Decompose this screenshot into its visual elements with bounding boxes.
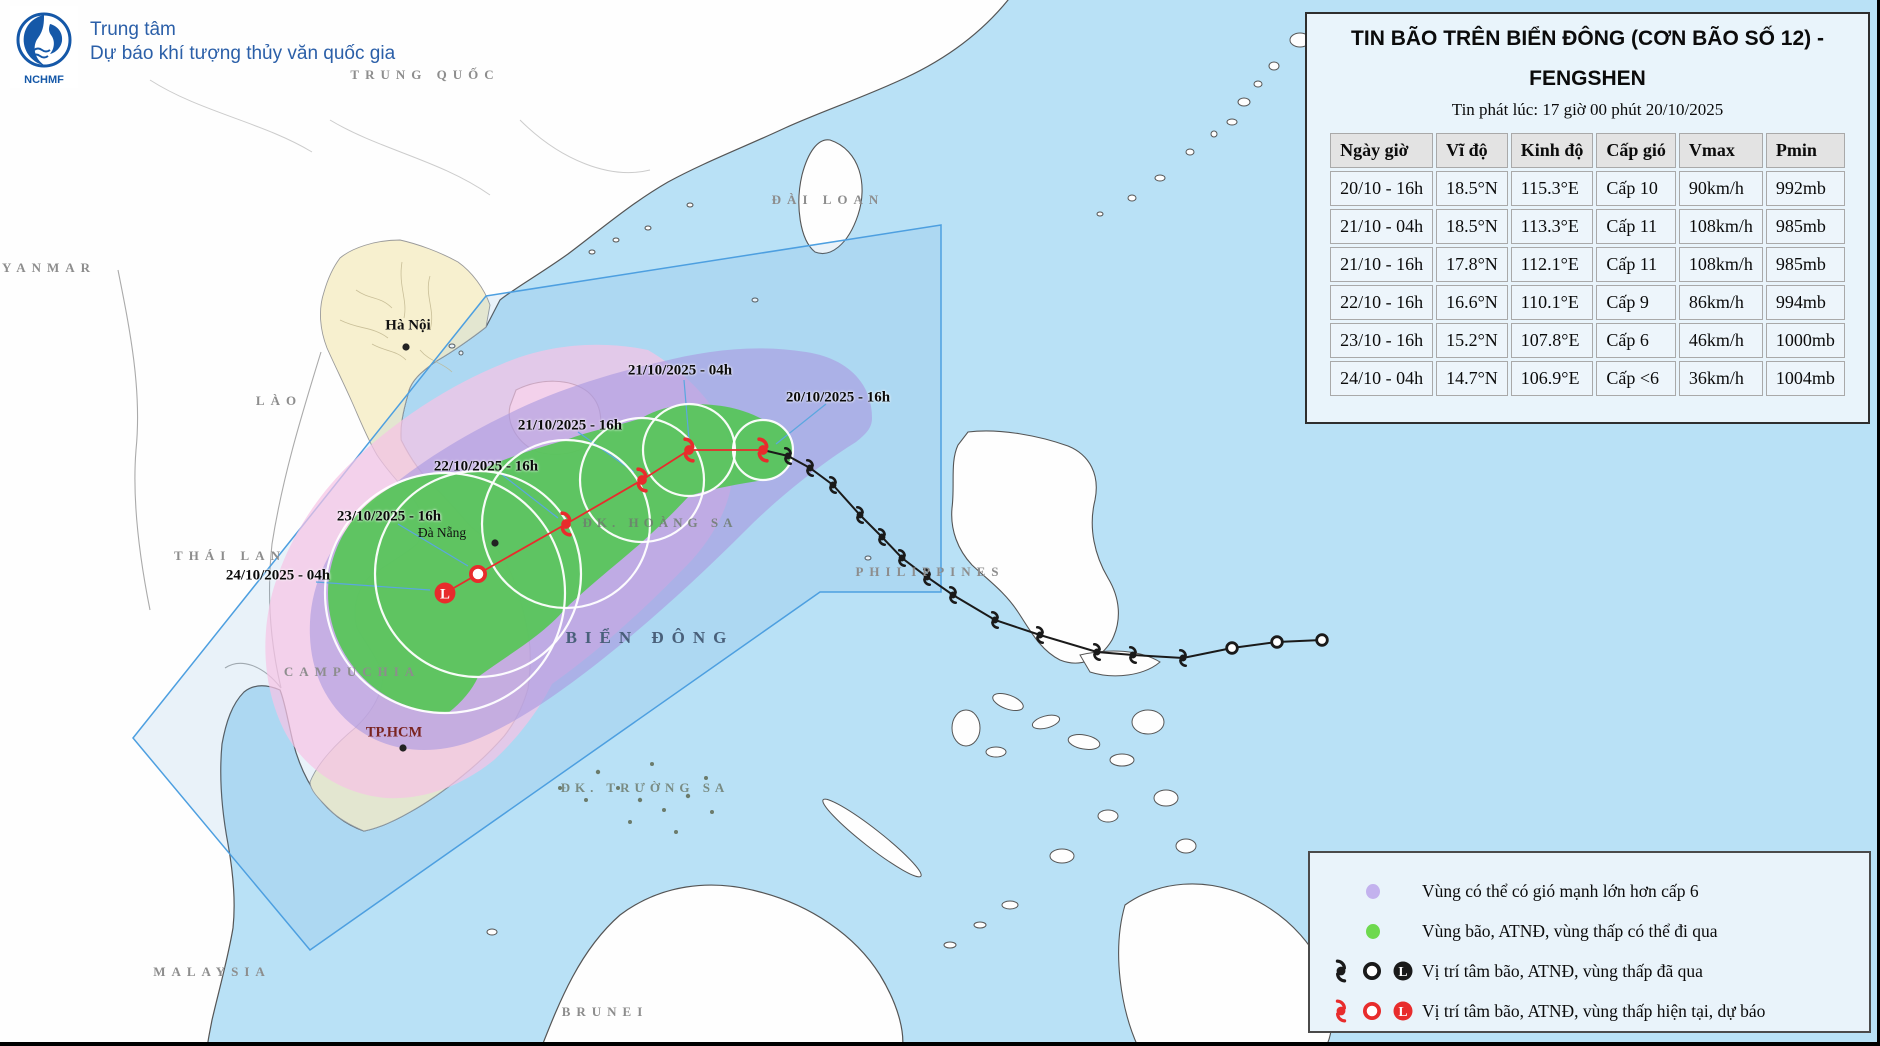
uncertainty-circle [480, 438, 652, 610]
nchmf-logo-text: NCHMF [24, 74, 64, 86]
table-cell: 36km/h [1678, 361, 1763, 396]
table-cell: 24/10 - 04h [1330, 361, 1434, 396]
storm-data-table: Ngày giờ Vĩ độ Kinh độ Cấp gió Vmax Pmin 20/1… [1327, 130, 1848, 399]
table-cell: 107.8°E [1510, 323, 1594, 358]
agency-name-line1: Trung tâm [90, 19, 176, 40]
frame-border-right [1877, 0, 1880, 1046]
table-cell: 110.1°E [1510, 285, 1594, 320]
table-cell: 1004mb [1765, 361, 1845, 396]
table-cell: Cấp <6 [1596, 361, 1676, 396]
legend-item: Vị trí tâm bão, ATNĐ, vùng thấp đã qua [1310, 951, 1869, 991]
table-row: 22/10 - 16h 16.6°N 110.1°E Cấp 9 86km/h 994mb [1330, 285, 1845, 320]
table-cell: 994mb [1765, 285, 1845, 320]
table-cell: Cấp 10 [1596, 171, 1676, 206]
frame-border-bottom [0, 1042, 1880, 1046]
table-cell: 15.2°N [1436, 323, 1508, 358]
typhoon-symbol [948, 586, 958, 604]
table-cell: 90km/h [1678, 171, 1763, 206]
table-cell: 112.1°E [1510, 247, 1594, 282]
label-leader-lines [315, 379, 827, 591]
nchmf-logo-icon [16, 12, 72, 68]
table-cell: 985mb [1765, 209, 1845, 244]
depression-symbol [1315, 633, 1329, 647]
city-dot [399, 744, 407, 752]
table-row: 20/10 - 16h 18.5°N 115.3°E Cấp 10 90km/h 992m… [1330, 171, 1845, 206]
table-cell: 22/10 - 16h [1330, 285, 1434, 320]
bulletin-issued-time: Tin phát lúc: 17 giờ 00 phút 20/10/2025 [1451, 100, 1724, 119]
table-cell: 985mb [1765, 247, 1845, 282]
table-cell: 106.9°E [1510, 361, 1594, 396]
storm-table-body: 20/10 - 16h 18.5°N 115.3°E Cấp 10 90km/h 992m… [1330, 171, 1845, 396]
legend-item: Vùng có thể có gió mạnh lớn hơn cấp 6 [1310, 871, 1869, 911]
table-cell: 113.3°E [1510, 209, 1594, 244]
table-cell: 20/10 - 16h [1330, 171, 1434, 206]
table-cell: Cấp 11 [1596, 209, 1676, 244]
legend-label: Vùng bão, ATNĐ, vùng thấp có thể đi qua [1422, 920, 1718, 941]
table-cell: 108km/h [1678, 209, 1763, 244]
storm-table-head: Ngày giờ Vĩ độ Kinh độ Cấp gió Vmax Pmin [1330, 133, 1845, 168]
depression-symbol [1225, 641, 1239, 655]
agency-name-line2: Dự báo khí tượng thủy văn quốc gia [90, 43, 396, 64]
agency-name: Trung tâm Dự báo khí tượng thủy văn quốc… [90, 18, 395, 88]
table-cell: 46km/h [1678, 323, 1763, 358]
table-header-cell: Ngày giờ [1330, 133, 1434, 168]
table-header-cell: Vmax [1678, 133, 1763, 168]
table-row: 24/10 - 04h 14.7°N 106.9°E Cấp <6 36km/h 1004… [1330, 361, 1845, 396]
typhoon-symbol [990, 611, 1000, 629]
table-header-cell: Kinh độ [1510, 133, 1594, 168]
table-cell: Cấp 11 [1596, 247, 1676, 282]
track-layer [323, 402, 1329, 715]
table-cell: 16.6°N [1436, 285, 1508, 320]
city-markers [399, 343, 499, 752]
table-cell: 21/10 - 04h [1330, 209, 1434, 244]
legend-box: Vùng có thể có gió mạnh lớn hơn cấp 6 Vùn… [1308, 851, 1871, 1033]
table-cell: 115.3°E [1510, 171, 1594, 206]
table-cell: 992mb [1765, 171, 1845, 206]
table-cell: 21/10 - 16h [1330, 247, 1434, 282]
city-dot [402, 343, 410, 351]
table-cell: Cấp 9 [1596, 285, 1676, 320]
table-cell: 86km/h [1678, 285, 1763, 320]
table-header-cell: Pmin [1765, 133, 1845, 168]
depression-symbol [468, 564, 488, 584]
green-area-icon [1366, 923, 1380, 939]
uncertainty-circle [578, 416, 706, 544]
table-cell: 18.5°N [1436, 209, 1508, 244]
storm-info-box: TIN BÃO TRÊN BIỂN ĐÔNG (CƠN BÃO SỐ 12) -… [1305, 12, 1870, 424]
uncertainty-circle [323, 471, 567, 715]
nchmf-logo: NCHMF [10, 6, 78, 88]
agency-header: NCHMF Trung tâm Dự báo khí tượng thủy vă… [10, 6, 395, 88]
table-cell: Cấp 6 [1596, 323, 1676, 358]
table-cell: 17.8°N [1436, 247, 1508, 282]
table-header-cell: Vĩ độ [1436, 133, 1508, 168]
typhoon-symbol [1178, 649, 1188, 667]
low-symbol [434, 582, 456, 604]
legend-label: Vị trí tâm bão, ATNĐ, vùng thấp hiện tại… [1422, 1000, 1766, 1021]
table-cell: 23/10 - 16h [1330, 323, 1434, 358]
purple-area-icon [1366, 883, 1380, 899]
legend-item: Vùng bão, ATNĐ, vùng thấp có thể đi qua [1310, 911, 1869, 951]
depression-symbol [1270, 635, 1284, 649]
past-position-icons [1334, 959, 1413, 983]
bulletin-title-line2: FENGSHEN [1529, 67, 1646, 90]
table-cell: 18.5°N [1436, 171, 1508, 206]
table-cell: 108km/h [1678, 247, 1763, 282]
legend-label: Vị trí tâm bão, ATNĐ, vùng thấp đã qua [1422, 960, 1703, 981]
city-dot [491, 539, 499, 547]
uncertainty-circle [373, 469, 583, 679]
bulletin-title-line1: TIN BÃO TRÊN BIỂN ĐÔNG (CƠN BÃO SỐ 12) - [1351, 27, 1824, 50]
current-forecast-position-icons [1334, 999, 1413, 1023]
table-cell: 1000mb [1765, 323, 1845, 358]
table-cell: 14.7°N [1436, 361, 1508, 396]
legend-label: Vùng có thể có gió mạnh lớn hơn cấp 6 [1422, 880, 1699, 901]
table-header-cell: Cấp gió [1596, 133, 1676, 168]
table-row: 21/10 - 04h 18.5°N 113.3°E Cấp 11 108km/h 985… [1330, 209, 1845, 244]
table-row: 23/10 - 16h 15.2°N 107.8°E Cấp 6 46km/h 1000m… [1330, 323, 1845, 358]
legend-item: Vị trí tâm bão, ATNĐ, vùng thấp hiện tại… [1310, 991, 1869, 1031]
table-row: 21/10 - 16h 17.8°N 112.1°E Cấp 11 108km/h 985… [1330, 247, 1845, 282]
